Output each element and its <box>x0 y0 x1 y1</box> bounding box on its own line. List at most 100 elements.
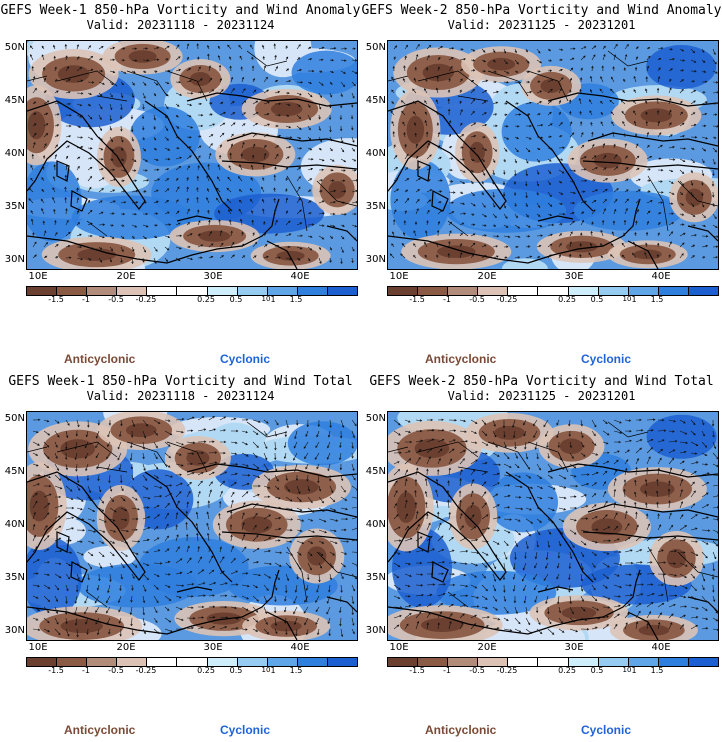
colorbar-scale-marker: 10 <box>261 666 271 674</box>
colorbar-tick: -1.5 <box>48 295 64 304</box>
panel-valid-date: Valid: 20231125 - 20231201 <box>447 389 636 403</box>
vorticity-map <box>26 411 358 641</box>
lon-label: 10E <box>28 642 48 653</box>
lat-label: 45N <box>4 95 25 106</box>
colorbar-scale-marker: 10 <box>622 666 632 674</box>
colorbar-swatch <box>327 287 358 295</box>
lon-label: 40E <box>290 271 310 282</box>
colorbar-swatch <box>598 658 629 666</box>
panel-title: GEFS Week-2 850-hPa Vorticity and Wind A… <box>361 3 722 18</box>
colorbar-tick: -0.25 <box>135 666 157 675</box>
panel-week1-total: GEFS Week-1 850-hPa Vorticity and Wind T… <box>0 371 361 742</box>
colorbar-swatch <box>267 287 298 295</box>
colorbar-tick: -1.5 <box>409 295 425 304</box>
lat-label: 45N <box>4 466 25 477</box>
colorbar <box>387 657 719 667</box>
colorbar-swatch <box>478 287 509 295</box>
colorbar-swatch <box>87 658 118 666</box>
lon-label: 40E <box>651 642 671 653</box>
panel-valid-date: Valid: 20231118 - 20231124 <box>86 389 275 403</box>
legend-anticyclonic: Anticyclonic <box>64 352 136 366</box>
colorbar-tick: 0.5 <box>590 295 604 304</box>
lat-label: 45N <box>365 95 386 106</box>
colorbar-swatch <box>327 658 358 666</box>
colorbar-swatch <box>628 658 659 666</box>
colorbar-tick: -1 <box>443 295 451 304</box>
colorbar-tick: 0.25 <box>197 295 215 304</box>
panel-title: GEFS Week-2 850-hPa Vorticity and Wind T… <box>369 374 714 389</box>
colorbar-swatch <box>478 658 509 666</box>
colorbar-tick: 1.5 <box>650 666 664 675</box>
colorbar-tick: -0.5 <box>469 295 485 304</box>
lat-label: 35N <box>4 572 25 583</box>
lon-label: 30E <box>564 271 584 282</box>
colorbar <box>26 286 358 296</box>
colorbar-swatch <box>598 287 629 295</box>
colorbar-swatch <box>237 287 268 295</box>
lon-label: 20E <box>477 271 497 282</box>
colorbar-swatch <box>57 287 88 295</box>
lat-label: 40N <box>4 148 25 159</box>
colorbar-swatch <box>297 658 328 666</box>
colorbar-tick: 1 <box>631 666 637 675</box>
colorbar-tick: 1 <box>631 295 637 304</box>
colorbar-tick: -1.5 <box>48 666 64 675</box>
colorbar-swatch <box>267 658 298 666</box>
colorbar <box>387 286 719 296</box>
lon-label: 20E <box>116 642 136 653</box>
legend-cyclonic: Cyclonic <box>581 723 632 737</box>
colorbar-scale-marker: 10 <box>261 295 271 303</box>
colorbar-tick: -0.5 <box>108 295 124 304</box>
lat-label: 45N <box>365 466 386 477</box>
lat-label: 50N <box>365 413 386 424</box>
colorbar-swatch <box>117 658 148 666</box>
colorbar-swatch <box>628 287 659 295</box>
colorbar-swatch <box>147 287 178 295</box>
colorbar-swatch <box>418 287 449 295</box>
lon-label: 10E <box>389 271 409 282</box>
colorbar-swatch <box>177 287 208 295</box>
colorbar-tick: 0.25 <box>558 666 576 675</box>
lat-label: 30N <box>365 625 386 636</box>
lon-label: 30E <box>203 271 223 282</box>
lon-label: 10E <box>28 271 48 282</box>
legend-cyclonic: Cyclonic <box>220 723 271 737</box>
lat-label: 50N <box>365 42 386 53</box>
panel-week2-total: GEFS Week-2 850-hPa Vorticity and Wind T… <box>361 371 722 742</box>
panel-title: GEFS Week-1 850-hPa Vorticity and Wind A… <box>0 3 361 18</box>
colorbar-tick: -0.5 <box>469 666 485 675</box>
colorbar-tick: 1.5 <box>289 666 303 675</box>
vorticity-map <box>26 40 358 270</box>
colorbar-tick: 0.5 <box>229 666 243 675</box>
panel-week2-anomaly: GEFS Week-2 850-hPa Vorticity and Wind A… <box>361 0 722 371</box>
colorbar-swatch <box>688 658 719 666</box>
colorbar-swatch <box>508 658 539 666</box>
colorbar-swatch <box>57 658 88 666</box>
colorbar-tick: -1.5 <box>409 666 425 675</box>
colorbar-swatch <box>388 658 419 666</box>
lat-label: 35N <box>365 201 386 212</box>
lat-label: 30N <box>4 254 25 265</box>
colorbar <box>26 657 358 667</box>
colorbar-swatch <box>147 658 178 666</box>
lon-label: 20E <box>116 271 136 282</box>
colorbar-swatch <box>538 658 569 666</box>
colorbar-swatch <box>117 287 148 295</box>
colorbar-tick: 1.5 <box>289 295 303 304</box>
lat-label: 30N <box>365 254 386 265</box>
colorbar-tick: 1 <box>270 666 276 675</box>
panel-week1-anomaly: GEFS Week-1 850-hPa Vorticity and Wind A… <box>0 0 361 371</box>
colorbar-tick: 0.5 <box>590 666 604 675</box>
colorbar-swatch <box>297 287 328 295</box>
colorbar-swatch <box>388 287 419 295</box>
panel-valid-date: Valid: 20231118 - 20231124 <box>86 18 275 32</box>
lat-label: 35N <box>365 572 386 583</box>
colorbar-swatch <box>27 287 58 295</box>
lat-label: 40N <box>365 519 386 530</box>
panel-valid-date: Valid: 20231125 - 20231201 <box>447 18 636 32</box>
colorbar-swatch <box>207 658 238 666</box>
colorbar-swatch <box>448 658 479 666</box>
colorbar-tick: -1 <box>82 666 90 675</box>
legend-anticyclonic: Anticyclonic <box>425 352 497 366</box>
vorticity-map <box>387 411 719 641</box>
